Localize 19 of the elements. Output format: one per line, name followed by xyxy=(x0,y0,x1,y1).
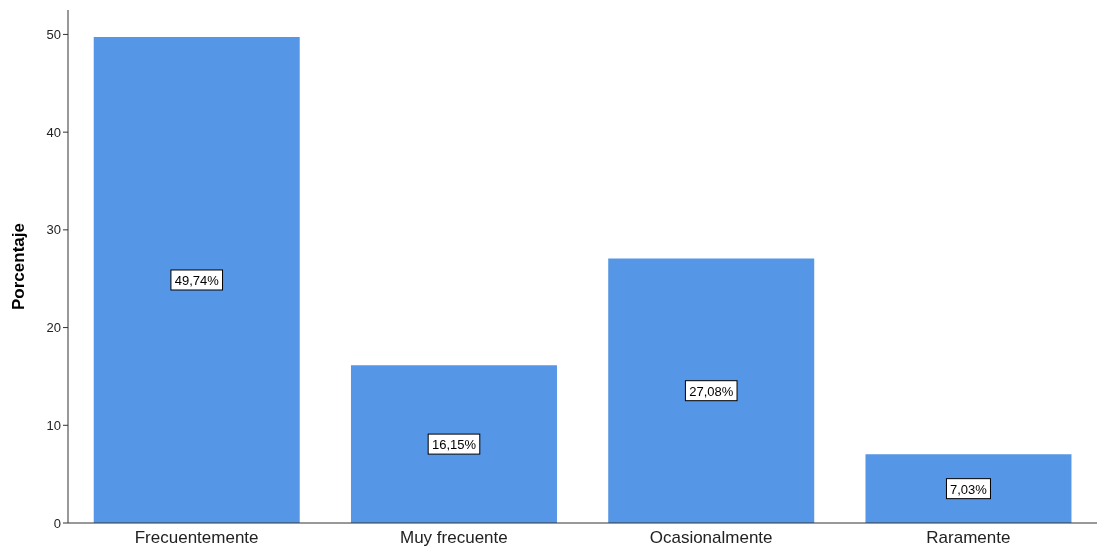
x-tick-label: Ocasionalmente xyxy=(649,528,773,548)
y-tick-label: 20 xyxy=(46,320,61,336)
y-tick-label: 30 xyxy=(46,222,61,238)
bar xyxy=(608,258,815,523)
data-label: 7,03% xyxy=(950,481,988,497)
bar xyxy=(93,36,300,523)
data-label: 16,15% xyxy=(431,437,477,453)
y-tick-label: 0 xyxy=(53,515,61,531)
y-tick-label: 10 xyxy=(46,417,61,433)
x-tick-label: Muy frecuente xyxy=(400,528,508,548)
y-axis-title: Porcentaje xyxy=(9,223,29,310)
y-tick-label: 50 xyxy=(46,27,61,43)
x-tick-label: Raramente xyxy=(926,528,1011,548)
y-tick-label: 40 xyxy=(46,124,61,140)
data-label: 49,74% xyxy=(174,272,220,288)
bar xyxy=(865,454,1072,523)
data-label: 27,08% xyxy=(689,383,734,399)
bar xyxy=(350,365,557,523)
x-tick-label: Frecuentemente xyxy=(134,528,259,548)
